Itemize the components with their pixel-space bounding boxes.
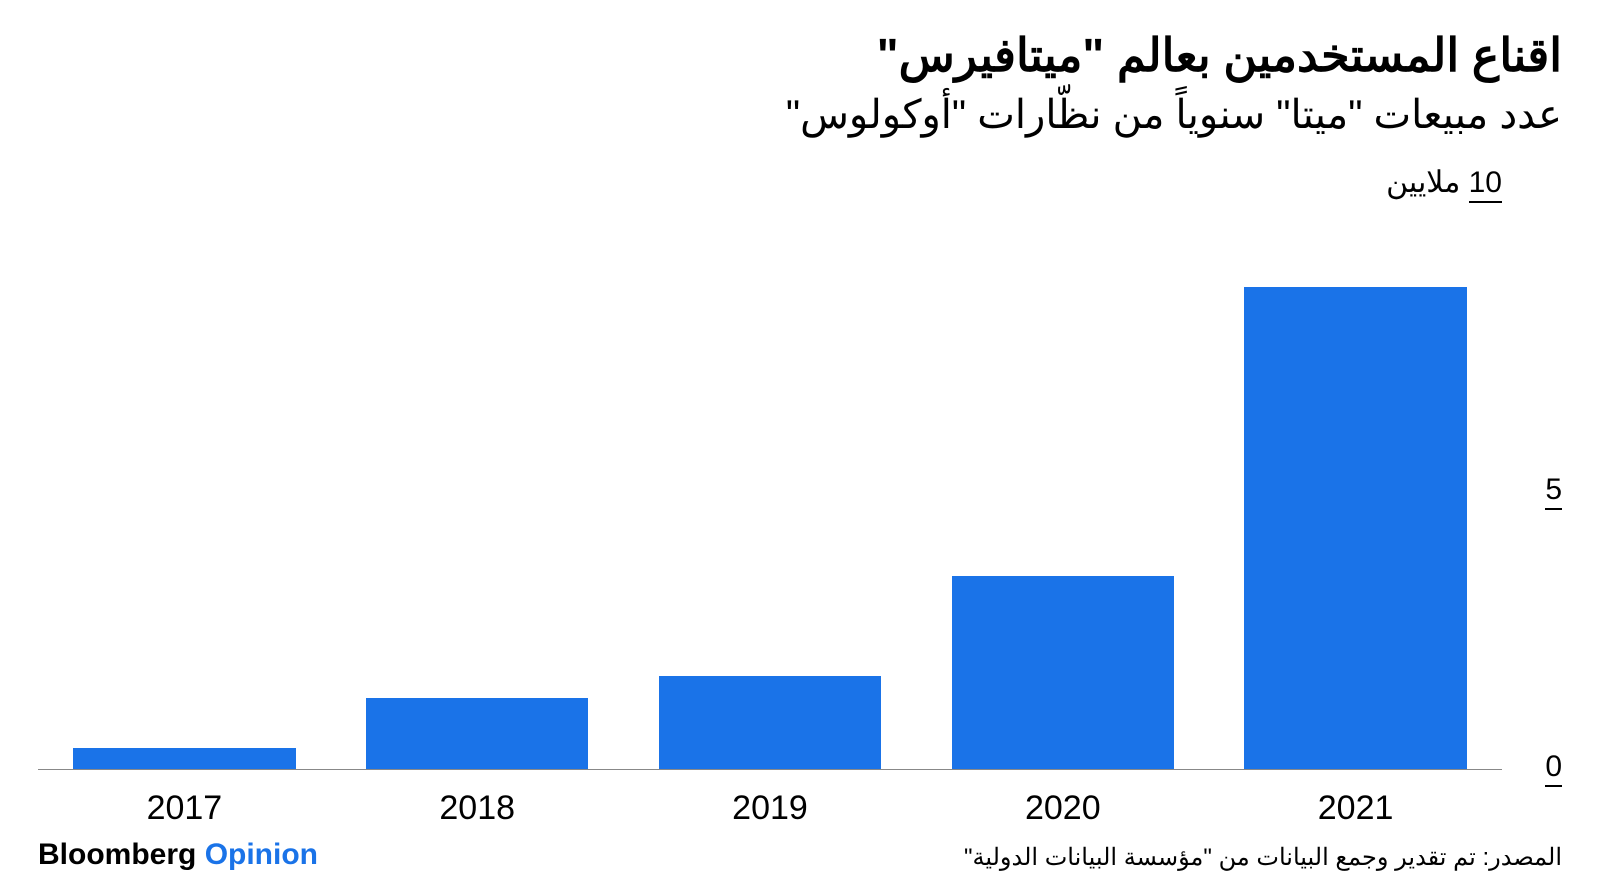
chart-footer: Bloomberg Opinion المصدر: تم تقدير وجمع …	[38, 838, 1562, 872]
bars-container	[38, 215, 1502, 770]
chart-area: 50	[38, 215, 1502, 770]
y-axis-unit-label: 10 ملايين	[1386, 165, 1502, 203]
chart-title: اقناع المستخدمين بعالم "ميتافيرس"	[38, 28, 1562, 83]
bar	[659, 676, 882, 770]
y-tick-value: 5	[1545, 473, 1562, 510]
bar-slot	[916, 215, 1209, 770]
y-tick: 5	[1545, 473, 1562, 510]
brand-logo: Bloomberg Opinion	[38, 838, 318, 872]
bar-slot	[38, 215, 331, 770]
bar-slot	[331, 215, 624, 770]
bar	[952, 576, 1175, 770]
brand-text-bloomberg: Bloomberg	[38, 838, 196, 871]
chart-subtitle: عدد مبيعات "ميتا" سنوياً من نظّارات "أوك…	[38, 89, 1562, 141]
x-axis-label: 2021	[1209, 789, 1502, 828]
bar	[1244, 287, 1467, 770]
bar	[73, 748, 296, 770]
chart-wrapper: 10 ملايين 50 20172018201920202021	[38, 169, 1562, 828]
y-tick-value: 0	[1545, 750, 1562, 787]
baseline	[38, 769, 1502, 770]
source-text: المصدر: تم تقدير وجمع البيانات من "مؤسسة…	[964, 843, 1562, 872]
x-axis-labels: 20172018201920202021	[38, 789, 1502, 828]
bar	[366, 698, 589, 770]
x-axis-label: 2020	[916, 789, 1209, 828]
y-axis-ticks: 50	[1512, 215, 1562, 770]
y-axis-top-tick: 10	[1469, 166, 1502, 203]
chart-header: اقناع المستخدمين بعالم "ميتافيرس" عدد مب…	[38, 28, 1562, 141]
y-tick: 0	[1545, 750, 1562, 787]
y-axis-unit: ملايين	[1386, 166, 1460, 199]
bar-slot	[1209, 215, 1502, 770]
bar-slot	[624, 215, 917, 770]
brand-text-opinion: Opinion	[205, 838, 318, 871]
x-axis-label: 2017	[38, 789, 331, 828]
x-axis-label: 2019	[624, 789, 917, 828]
x-axis-label: 2018	[331, 789, 624, 828]
